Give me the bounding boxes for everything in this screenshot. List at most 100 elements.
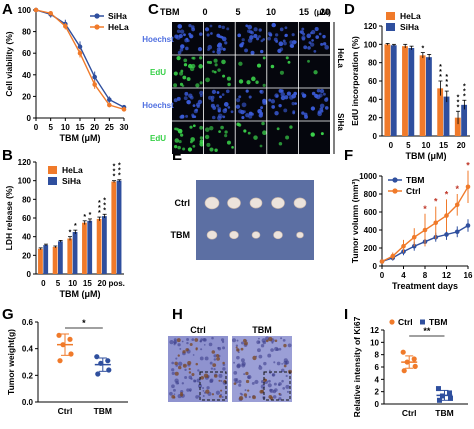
data-point-ctrl <box>401 243 406 249</box>
ihc-nucleus <box>220 380 223 383</box>
significance-mark: * <box>103 197 106 204</box>
hoechst-nucleus <box>238 95 242 99</box>
ihc-nucleus <box>213 368 216 371</box>
ihc-nucleus <box>257 348 261 353</box>
hoechst-nucleus <box>284 95 289 100</box>
edu-nucleus <box>180 69 184 73</box>
significance-mark: * <box>421 46 424 53</box>
ihc-nucleus <box>177 361 183 367</box>
ihc-positive-cell <box>243 393 248 397</box>
hoechst-nucleus <box>222 47 226 51</box>
data-point-ctrl <box>400 349 406 355</box>
ihc-nucleus <box>184 368 187 371</box>
hoechst-nucleus <box>278 103 282 108</box>
data-point-ctrl <box>67 336 73 342</box>
edu-nucleus <box>253 135 258 140</box>
ihc-nucleus <box>203 344 206 346</box>
significance-mark: * <box>118 173 121 180</box>
hoechst-nucleus <box>191 27 196 32</box>
bar-siha <box>43 245 49 274</box>
panel-c-unit: (μM) <box>314 8 331 17</box>
ihc-nucleus <box>174 378 179 383</box>
x-tick-label: 15 <box>439 141 448 150</box>
ihc-positive-cell <box>185 348 189 352</box>
ihc-nucleus <box>267 383 272 388</box>
hoechst-nucleus <box>199 90 204 96</box>
ihc-positive-cell <box>218 379 221 382</box>
y-axis-label: Tumor weight(g) <box>6 329 16 395</box>
ihc-positive-cell <box>216 356 220 361</box>
x-tick-label: 0 <box>41 279 46 288</box>
edu-nucleus <box>180 133 184 137</box>
ihc-positive-cell <box>191 373 195 377</box>
data-point-tbm <box>95 371 101 377</box>
hoechst-nucleus <box>302 93 307 98</box>
significance-mark: * <box>466 161 470 171</box>
ihc-nucleus <box>271 373 275 377</box>
hoechst-nucleus <box>223 102 229 107</box>
ihc-nucleus <box>198 395 201 398</box>
hoechst-nucleus <box>226 27 230 31</box>
significance-mark: * <box>423 204 427 214</box>
tumor-sample <box>227 197 241 209</box>
legend-label: TBM <box>406 175 424 185</box>
ihc-nucleus <box>238 379 242 384</box>
data-point-hela <box>48 10 53 16</box>
ihc-nucleus <box>203 338 207 342</box>
panel-h-ihc-images: Ctrl TBM <box>168 325 292 402</box>
edu-nucleus <box>206 60 210 64</box>
y-tick-label: 6 <box>375 363 380 372</box>
ihc-nucleus <box>287 343 292 348</box>
significance-mark: * <box>98 205 101 212</box>
edu-nucleus <box>173 71 178 76</box>
y-tick-label: 4 <box>375 375 380 384</box>
ihc-positive-cell <box>188 371 192 374</box>
y-tick-label: 100 <box>364 40 378 49</box>
edu-nucleus <box>226 140 231 145</box>
edu-nucleus <box>209 126 214 131</box>
ihc-nucleus <box>244 389 247 392</box>
legend-marker <box>94 24 100 30</box>
data-point-ctrl <box>454 202 460 208</box>
y-tick-label: 600 <box>364 208 378 217</box>
x-tick-label: 20 <box>98 279 107 288</box>
hoechst-nucleus <box>238 109 243 114</box>
x-tick-label: 8 <box>423 271 428 280</box>
hoechst-nucleus <box>319 88 325 94</box>
edu-nucleus <box>278 142 283 146</box>
hoechst-nucleus <box>245 113 250 118</box>
ihc-nucleus <box>217 347 222 351</box>
hoechst-nucleus <box>279 27 284 32</box>
row-label-hoechst-2: Hoechst <box>142 101 174 110</box>
hoechst-nucleus <box>183 33 186 37</box>
ihc-nucleus <box>273 382 277 386</box>
hoechst-nucleus <box>275 33 279 37</box>
tumor-sample <box>251 231 261 239</box>
hoechst-nucleus <box>177 24 183 29</box>
x-tick-label: 20 <box>457 141 466 150</box>
ihc-nucleus <box>282 387 286 390</box>
edu-nucleus <box>222 74 226 78</box>
ihc-nucleus <box>260 344 265 348</box>
hoechst-nucleus <box>219 95 222 99</box>
ihc-positive-cell <box>268 336 273 342</box>
hoechst-nucleus <box>186 100 191 104</box>
ihc-nucleus <box>240 393 244 396</box>
hoechst-nucleus <box>291 33 295 37</box>
microscopy-cells <box>172 22 330 154</box>
data-point-siha <box>92 74 97 80</box>
edu-nucleus <box>270 64 275 69</box>
ihc-nucleus <box>236 339 239 342</box>
legend-swatch <box>48 166 57 174</box>
ihc-positive-cell <box>213 374 218 378</box>
hoechst-nucleus <box>206 33 210 37</box>
hoechst-nucleus <box>256 37 260 41</box>
ihc-texture <box>169 336 292 402</box>
data-point-tbm <box>446 390 452 396</box>
y-tick-label: 100 <box>18 177 32 186</box>
ihc-nucleus <box>263 361 267 366</box>
significance-mark: * <box>118 163 121 170</box>
y-tick-label: 1000 <box>359 172 377 181</box>
hoechst-nucleus <box>221 36 227 42</box>
significance-mark: * <box>455 184 459 194</box>
